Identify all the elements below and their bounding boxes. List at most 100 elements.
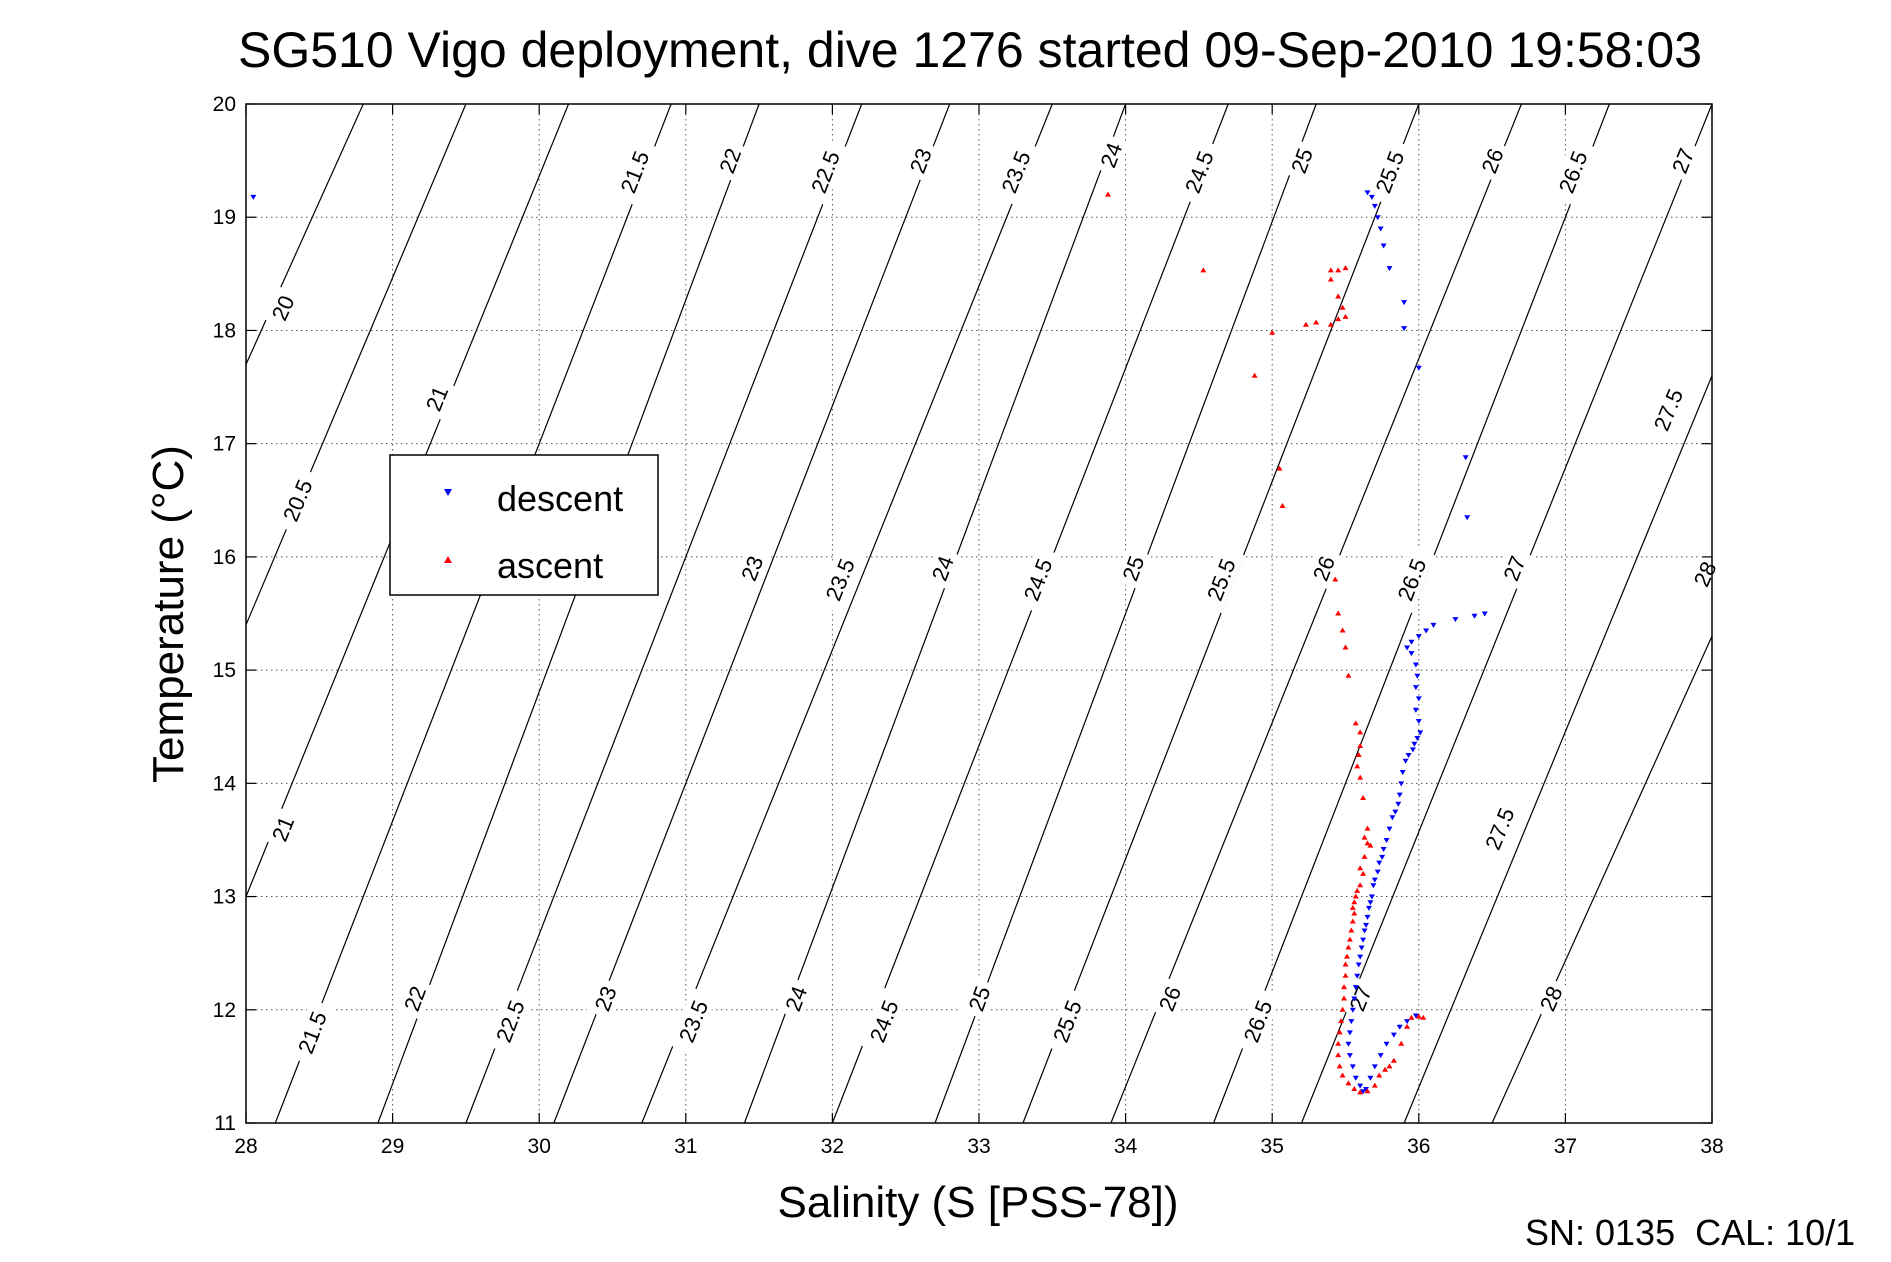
density-contour-label-bg [486,987,534,1055]
ascent-point [1348,927,1355,933]
density-contour-label-bg [1685,552,1724,596]
ascent-point [1276,465,1283,471]
density-contour-label-bg [1549,138,1597,206]
legend-box [389,454,659,596]
density-contour-line [553,103,951,1124]
density-contour-label-bg [860,987,908,1055]
descent-point [1396,792,1403,798]
density-contour-line [934,103,1317,1124]
descent-point [1361,928,1368,934]
x-tick-label: 35 [1261,1135,1284,1158]
y-tick-label: 13 [213,886,236,909]
ascent-point [1415,1013,1422,1019]
ascent-point [1302,321,1309,327]
x-tick-label: 38 [1700,1135,1723,1158]
ascent-point [1360,795,1367,801]
descent-point [1380,847,1387,853]
descent-point [1423,628,1430,634]
descent-point [1392,809,1399,815]
density-contour-label-bg [801,138,849,206]
density-contour-line [274,103,672,1124]
descent-point [1376,860,1383,866]
x-axis-label: Salinity (S [PSS-78]) [777,1178,1178,1227]
x-tick-label: 33 [967,1135,990,1158]
descent-point [1386,266,1393,272]
y-tick-label: 20 [213,93,236,116]
ascent-point [1361,834,1368,840]
density-contour-label-bg [1473,139,1511,183]
ascent-point [1357,882,1364,888]
ascent-point [1357,774,1364,780]
descent-point [1414,736,1421,742]
ascent-point [1269,329,1276,335]
descent-point [1411,741,1418,747]
ascent-point [1354,763,1361,769]
descent-point [1364,190,1371,196]
descent-point [1396,1024,1403,1030]
descent-point [1349,1064,1356,1070]
density-contour-label-bg [1644,376,1692,444]
x-tick-label: 29 [381,1135,404,1158]
ascent-point [1408,1014,1415,1020]
density-contour-label-bg [1197,545,1245,614]
descent-point [1402,758,1409,764]
ascent-point [1382,1066,1389,1072]
y-axis-label: Temperature (°C) [144,445,193,783]
descent-point [1408,651,1415,657]
ascent-point [1349,918,1356,924]
ascent-point [1345,672,1352,678]
descent-point [1430,622,1437,628]
ascent-point [1346,936,1353,942]
density-contour-label-bg [901,139,939,183]
ascent-point [1339,627,1346,633]
density-contour-label-bg [1475,795,1524,863]
density-contour-label-bg [669,987,717,1055]
descent-point [1415,696,1422,702]
ascent-point [1339,1006,1346,1012]
descent-point [1371,203,1378,209]
descent-point [1383,1041,1390,1047]
ascent-point [1335,267,1342,273]
density-contour-label-bg [263,807,302,851]
chart-title: SG510 Vigo deployment, dive 1276 started… [238,22,1702,78]
ascent-point [1352,720,1359,726]
density-contour-label-bg [1388,545,1435,614]
descent-point [1405,753,1412,759]
descent-point [1401,300,1408,306]
ascent-point [1327,321,1334,327]
descent-point [1389,815,1396,821]
descent-point [1481,611,1488,617]
descent-point [1399,770,1406,776]
density-contour-line [831,103,1229,1124]
density-contour-label-bg [586,976,624,1020]
ascent-point [1336,1029,1343,1035]
descent-point [1352,1075,1359,1081]
ascent-point [1335,1052,1342,1058]
density-contour-line [245,103,364,365]
descent-point [1367,1075,1374,1081]
ascent-point [1357,729,1364,735]
y-tick-label: 17 [213,433,236,456]
descent-point [1363,1087,1370,1093]
descent-point [1409,747,1416,753]
ascent-point [1345,1080,1352,1086]
ascent-point [1341,995,1348,1001]
descent-point [1415,634,1422,640]
density-contours [245,103,1713,1124]
y-tick-label: 12 [213,999,236,1022]
density-contour-label-bg [1175,138,1223,206]
descent-point [1348,1019,1355,1025]
density-contour-label-bg [1150,976,1189,1021]
y-tick-label: 11 [214,1112,236,1135]
legend-descent-label: descent [497,478,623,519]
data-series [250,190,1488,1095]
density-contour-label-bg [1043,987,1091,1055]
descent-point [1368,894,1375,900]
x-tick-label: 34 [1114,1135,1138,1158]
descent-point [1408,639,1415,645]
y-tick-label: 16 [213,546,236,569]
descent-point [1367,900,1374,906]
density-contour-label-bg [1283,139,1321,183]
x-tick-label: 31 [674,1135,697,1158]
ascent-point [1398,1040,1405,1046]
